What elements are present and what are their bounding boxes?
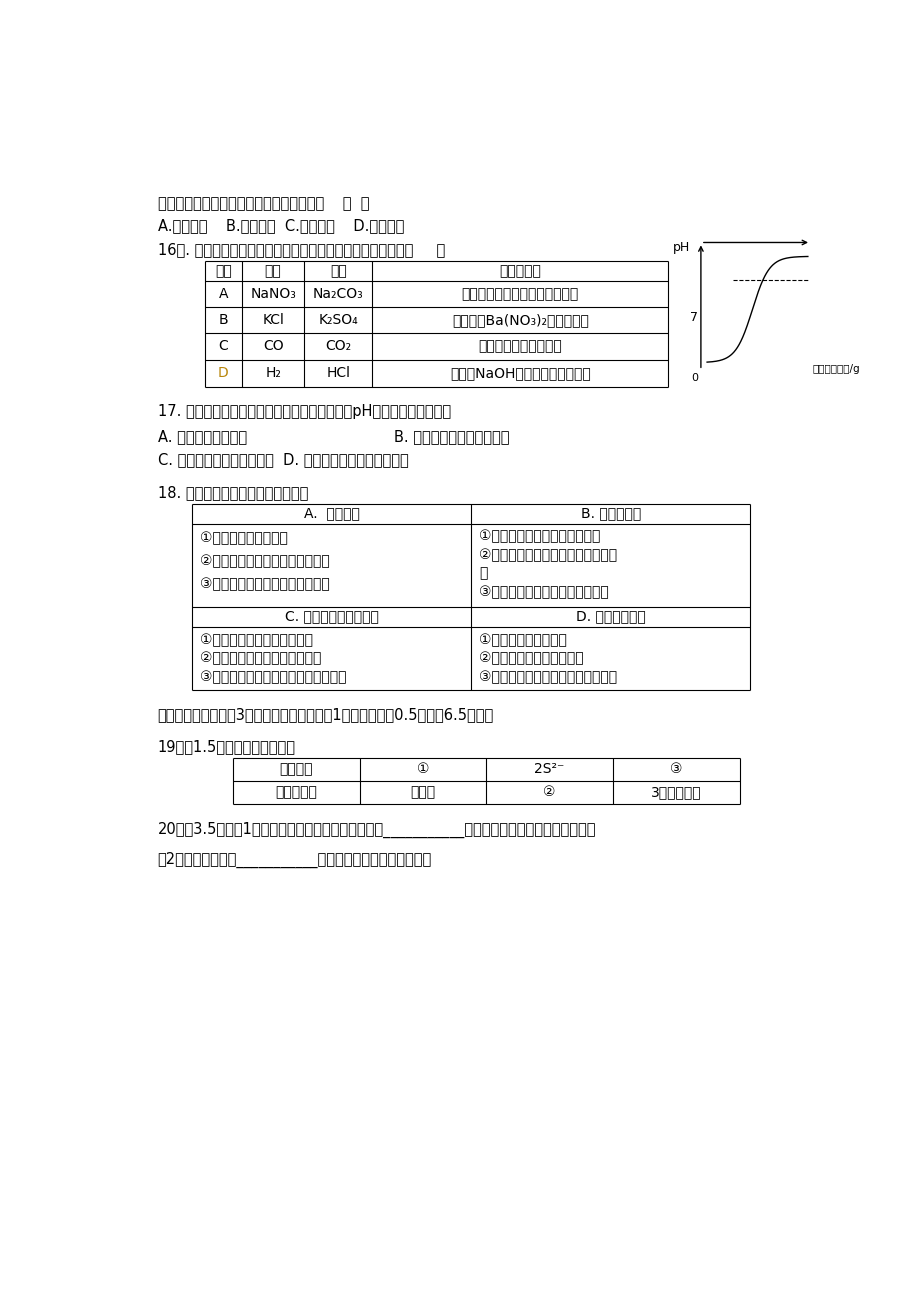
Text: 17. 在探究盐酸的性质时，下列实验中测得溶液pH的变化符合右图的是: 17. 在探究盐酸的性质时，下列实验中测得溶液pH的变化符合右图的是 bbox=[157, 404, 450, 419]
Text: HCl: HCl bbox=[326, 366, 350, 380]
Text: A: A bbox=[219, 286, 228, 301]
Text: ①熔点最低的金属是汞: ①熔点最低的金属是汞 bbox=[200, 531, 288, 546]
Text: 滴入足量稀盐酸至不再产生气泡: 滴入足量稀盐酸至不再产生气泡 bbox=[461, 286, 578, 301]
Text: 16．. 除去下列物质中的少量杂质，所用试剂和方法正确的是（     ）: 16．. 除去下列物质中的少量杂质，所用试剂和方法正确的是（ ） bbox=[157, 242, 445, 258]
Text: ①浓盐酸密封保存：防止挥发: ①浓盐酸密封保存：防止挥发 bbox=[200, 633, 312, 647]
Text: B: B bbox=[219, 314, 228, 327]
Text: 18. 下列归纳总结完全正确的一组是: 18. 下列归纳总结完全正确的一组是 bbox=[157, 486, 308, 500]
Text: 19．（1.5分）填写下列表格：: 19．（1.5分）填写下列表格： bbox=[157, 740, 295, 754]
Text: 后，两烧杯底部均有固体剩余，在此时天平    （  ）: 后，两烧杯底部均有固体剩余，在此时天平 （ ） bbox=[157, 197, 369, 211]
Text: ③氢氧化钠密封保存：防止潮解、变质: ③氢氧化钠密封保存：防止潮解、变质 bbox=[200, 669, 346, 684]
Text: ③天然存在的最硬的物质是金刚石: ③天然存在的最硬的物质是金刚石 bbox=[200, 577, 330, 591]
Text: ③冰箱中的异味：可放活性炭吸附: ③冰箱中的异味：可放活性炭吸附 bbox=[479, 585, 608, 599]
Text: ①衣服上的油污：可用汽油除去: ①衣服上的油污：可用汽油除去 bbox=[479, 530, 600, 544]
Text: 物质: 物质 bbox=[265, 264, 281, 277]
Text: 20．（3.5分）（1）青少年多食用豆类、虾皮等富含___________元素的食物可以有效预防佝偻病；: 20．（3.5分）（1）青少年多食用豆类、虾皮等富含___________元素的… bbox=[157, 823, 596, 838]
Text: ①: ① bbox=[416, 762, 428, 776]
Text: ③: ③ bbox=[669, 762, 682, 776]
Text: H₂: H₂ bbox=[265, 366, 280, 380]
Text: 0: 0 bbox=[690, 374, 697, 383]
Text: D. 化学与工农业: D. 化学与工农业 bbox=[575, 609, 645, 624]
Text: A.偏向左边    B.偏向右边  C.仍然平衡    D.无法判断: A.偏向左边 B.偏向右边 C.仍然平衡 D.无法判断 bbox=[157, 217, 403, 233]
Text: 7: 7 bbox=[689, 311, 697, 324]
Text: C. 物质保存方法及解释: C. 物质保存方法及解释 bbox=[285, 609, 379, 624]
Text: 先通过NaOH溶液，再通过浓硫酸: 先通过NaOH溶液，再通过浓硫酸 bbox=[449, 366, 590, 380]
Text: B. 化学与生活: B. 化学与生活 bbox=[580, 506, 641, 521]
Text: 2S²⁻: 2S²⁻ bbox=[534, 762, 564, 776]
Text: CO₂: CO₂ bbox=[324, 340, 351, 353]
Text: B. 向盐酸中加入硝酸银溶液: B. 向盐酸中加入硝酸银溶液 bbox=[393, 428, 509, 444]
Text: ②用石油产品生产合成纤维: ②用石油产品生产合成纤维 bbox=[479, 651, 584, 665]
Text: 选项: 选项 bbox=[215, 264, 232, 277]
Text: CO: CO bbox=[263, 340, 283, 353]
Text: 化学符号: 化学符号 bbox=[279, 762, 312, 776]
Text: Na₂CO₃: Na₂CO₃ bbox=[312, 286, 363, 301]
Text: 名称或意义: 名称或意义 bbox=[275, 785, 317, 799]
Text: ①用焦炭和铁矿石炼铁: ①用焦炭和铁矿石炼铁 bbox=[479, 633, 566, 647]
Text: 杂质: 杂质 bbox=[330, 264, 346, 277]
Text: 去: 去 bbox=[479, 566, 487, 581]
Text: K₂SO₄: K₂SO₄ bbox=[318, 314, 357, 327]
Text: 加入液体质量/g: 加入液体质量/g bbox=[811, 363, 859, 374]
Text: 通过灼热的氧化铜粉末: 通过灼热的氧化铜粉末 bbox=[478, 340, 562, 353]
Text: D: D bbox=[218, 366, 229, 380]
Text: ③施用过量化肥、农药增加粮食产量: ③施用过量化肥、农药增加粮食产量 bbox=[479, 669, 617, 684]
Text: KCl: KCl bbox=[262, 314, 284, 327]
Text: C: C bbox=[219, 340, 228, 353]
Text: 3个酒精分子: 3个酒精分子 bbox=[651, 785, 701, 799]
Text: 试剂和方法: 试剂和方法 bbox=[499, 264, 540, 277]
Text: ②: ② bbox=[543, 785, 555, 799]
Text: ②地壳中含量最高的金属元素是铁: ②地壳中含量最高的金属元素是铁 bbox=[200, 555, 330, 569]
Text: ②水壶中的水垢：可加食盐水浸泡除: ②水壶中的水垢：可加食盐水浸泡除 bbox=[479, 548, 617, 562]
Text: （2）利用活性炭的___________性可以有效地除去冰箱异味；: （2）利用活性炭的___________性可以有效地除去冰箱异味； bbox=[157, 852, 431, 867]
Text: pH: pH bbox=[672, 241, 689, 254]
Text: A.  化学之最: A. 化学之最 bbox=[304, 506, 359, 521]
Text: ②白磷在冷水中保存：隔绝空气: ②白磷在冷水中保存：隔绝空气 bbox=[200, 651, 322, 665]
Text: NaNO₃: NaNO₃ bbox=[250, 286, 296, 301]
Text: 铝元素: 铝元素 bbox=[410, 785, 435, 799]
Text: C. 向盐酸中加入氯化钠溶液  D. 向盐酸中加入氢氧化钡溶液: C. 向盐酸中加入氯化钠溶液 D. 向盐酸中加入氢氧化钡溶液 bbox=[157, 452, 408, 467]
Text: A. 向盐酸中加水稀释: A. 向盐酸中加水稀释 bbox=[157, 428, 246, 444]
Text: 滴入适量Ba(NO₃)₂溶液、过滤: 滴入适量Ba(NO₃)₂溶液、过滤 bbox=[451, 314, 588, 327]
Text: 二、填空题（本题共3小题，化学方程式每个1分，其余每空0.5分，共6.5分。）: 二、填空题（本题共3小题，化学方程式每个1分，其余每空0.5分，共6.5分。） bbox=[157, 707, 494, 721]
